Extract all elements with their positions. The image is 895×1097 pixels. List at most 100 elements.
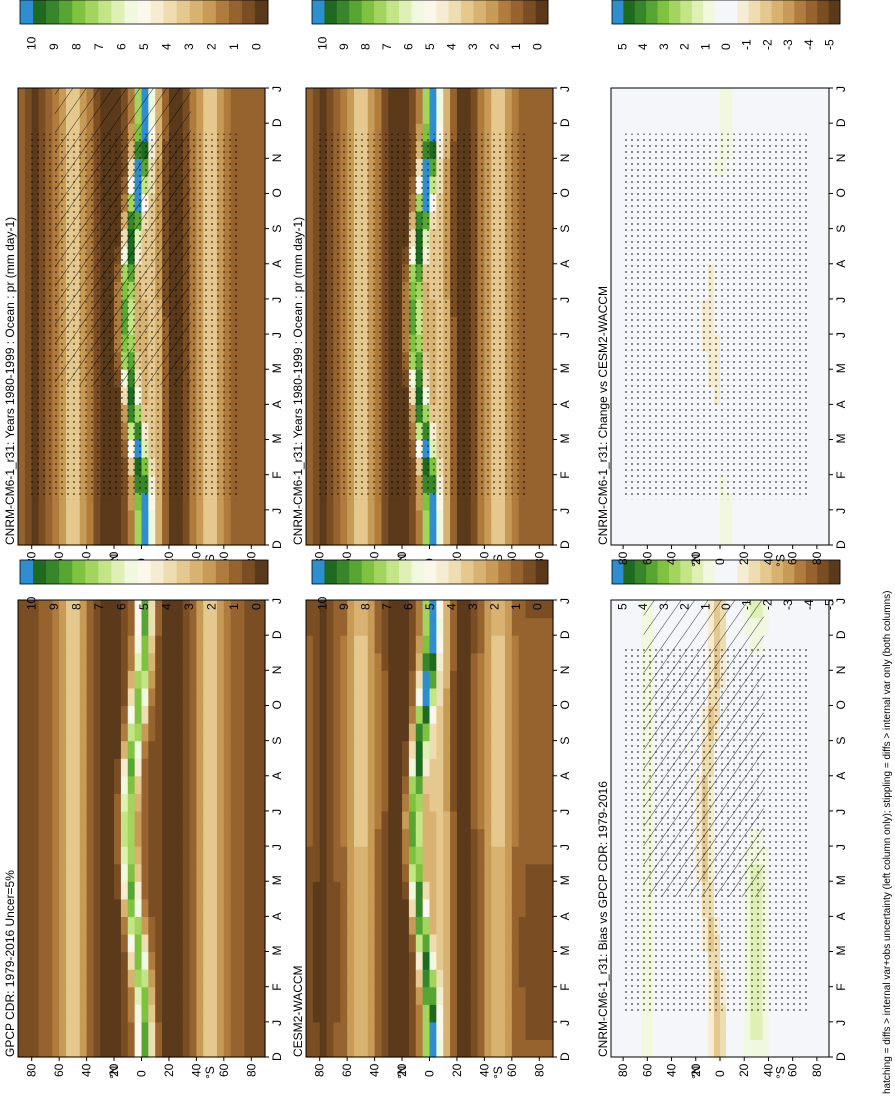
heatmap-cell bbox=[120, 670, 129, 689]
heatmap-cell bbox=[230, 705, 239, 724]
heatmap-cell bbox=[525, 281, 534, 300]
heatmap-cell bbox=[518, 670, 527, 689]
heatmap-cell bbox=[312, 687, 321, 707]
month-tick-label: J bbox=[270, 598, 284, 604]
heatmap-cell bbox=[374, 916, 383, 935]
heatmap-cell bbox=[120, 705, 129, 724]
colorbar-swatch bbox=[473, 0, 487, 24]
heatmap-cell bbox=[38, 1021, 47, 1041]
heatmap-cell bbox=[374, 88, 383, 107]
heatmap-cell bbox=[326, 1021, 335, 1041]
heatmap-cell bbox=[511, 652, 520, 671]
heatmap-cell bbox=[504, 793, 513, 812]
colorbar-swatch bbox=[324, 0, 338, 24]
month-tick-label: J bbox=[270, 508, 284, 514]
heatmap-cell bbox=[155, 670, 163, 689]
heatmap-cell bbox=[114, 635, 122, 654]
heatmap-cell bbox=[408, 863, 417, 882]
heatmap-cell bbox=[24, 687, 33, 707]
heatmap-cell bbox=[258, 263, 266, 282]
heatmap-cell bbox=[182, 758, 191, 777]
heatmap-cell bbox=[511, 846, 520, 865]
heatmap-cell bbox=[230, 810, 239, 830]
heatmap-cell bbox=[415, 863, 424, 882]
heatmap-cell bbox=[168, 758, 177, 777]
heatmap-cell bbox=[230, 1021, 239, 1041]
heatmap-cell bbox=[306, 635, 314, 654]
heatmap-cell bbox=[66, 810, 74, 830]
heatmap-cell bbox=[367, 617, 376, 636]
heatmap-cell bbox=[511, 527, 520, 546]
colorbar-swatch bbox=[361, 560, 375, 584]
heatmap-cell bbox=[216, 933, 225, 953]
heatmap-cell bbox=[168, 933, 177, 953]
heatmap-cell bbox=[532, 846, 540, 865]
heatmap-cell bbox=[100, 810, 108, 830]
heatmap-cell bbox=[312, 175, 321, 195]
heatmap-cell bbox=[774, 1039, 782, 1058]
heatmap-cell bbox=[182, 617, 191, 636]
heatmap-cell bbox=[504, 986, 513, 1005]
heatmap-cell bbox=[477, 527, 485, 546]
heatmap-cell bbox=[713, 1039, 721, 1058]
heatmap-cell bbox=[127, 881, 136, 900]
heatmap-cell bbox=[429, 88, 437, 107]
heatmap-cell bbox=[18, 951, 26, 970]
heatmap-cell bbox=[24, 509, 33, 529]
heatmap-cell bbox=[223, 635, 232, 654]
heatmap-cell bbox=[148, 509, 156, 529]
heatmap-cell bbox=[162, 1039, 170, 1058]
heatmap-cell bbox=[539, 793, 547, 812]
heatmap-cell bbox=[422, 793, 431, 812]
heatmap-cell bbox=[450, 527, 458, 546]
heatmap-cell bbox=[436, 881, 444, 900]
heatmap-cell bbox=[347, 635, 355, 654]
heatmap-cell bbox=[623, 1021, 630, 1041]
heatmap-cell bbox=[402, 123, 410, 142]
heatmap-cell bbox=[237, 846, 246, 865]
heatmap-cell bbox=[52, 916, 60, 935]
heatmap-cell bbox=[659, 1039, 667, 1058]
heatmap-cell bbox=[319, 898, 328, 917]
heatmap-cell bbox=[72, 828, 81, 847]
heatmap-cell bbox=[546, 652, 554, 671]
heatmap-cell bbox=[141, 1004, 149, 1023]
heatmap-cell bbox=[251, 509, 259, 529]
heatmap-cell bbox=[244, 600, 252, 619]
heatmap-cell bbox=[456, 898, 465, 917]
heatmap-cell bbox=[79, 933, 88, 953]
colorbar-frame bbox=[19, 559, 269, 585]
heatmap-cell bbox=[182, 723, 191, 742]
heatmap-cell bbox=[155, 916, 163, 935]
heatmap-cell bbox=[340, 898, 348, 917]
lat-tick-label: 60 bbox=[217, 1063, 231, 1077]
heatmap-cell bbox=[816, 670, 824, 689]
heatmap-cell bbox=[774, 617, 782, 636]
heatmap-cell bbox=[72, 916, 81, 935]
heatmap-cell bbox=[216, 88, 225, 107]
heatmap-cell bbox=[367, 916, 376, 935]
heatmap-cell bbox=[629, 617, 636, 636]
heatmap-cell bbox=[340, 635, 348, 654]
panel-title: CESM2-WACCM bbox=[291, 965, 305, 1057]
heatmap-cell bbox=[477, 758, 485, 777]
colorbar-swatch bbox=[111, 560, 125, 584]
heatmap-cell bbox=[617, 652, 624, 671]
heatmap-cell bbox=[525, 1039, 534, 1058]
heatmap-cell bbox=[456, 758, 465, 777]
heatmap-cell bbox=[38, 1004, 47, 1023]
colorbar-tick-label: 5 bbox=[137, 603, 151, 610]
heatmap-cell bbox=[182, 509, 191, 529]
heatmap-cell bbox=[148, 951, 156, 970]
heatmap-cell bbox=[134, 740, 143, 759]
heatmap-cell bbox=[244, 846, 252, 865]
heatmap-cell bbox=[114, 740, 122, 759]
heatmap-cell bbox=[168, 1004, 177, 1023]
heatmap-cell bbox=[463, 793, 472, 812]
heatmap-cell bbox=[408, 123, 417, 142]
heatmap-cell bbox=[653, 1021, 661, 1041]
heatmap-cell bbox=[539, 474, 547, 493]
heatmap-cell bbox=[422, 509, 431, 529]
heatmap-cell bbox=[408, 793, 417, 812]
heatmap-cell bbox=[816, 1004, 824, 1023]
